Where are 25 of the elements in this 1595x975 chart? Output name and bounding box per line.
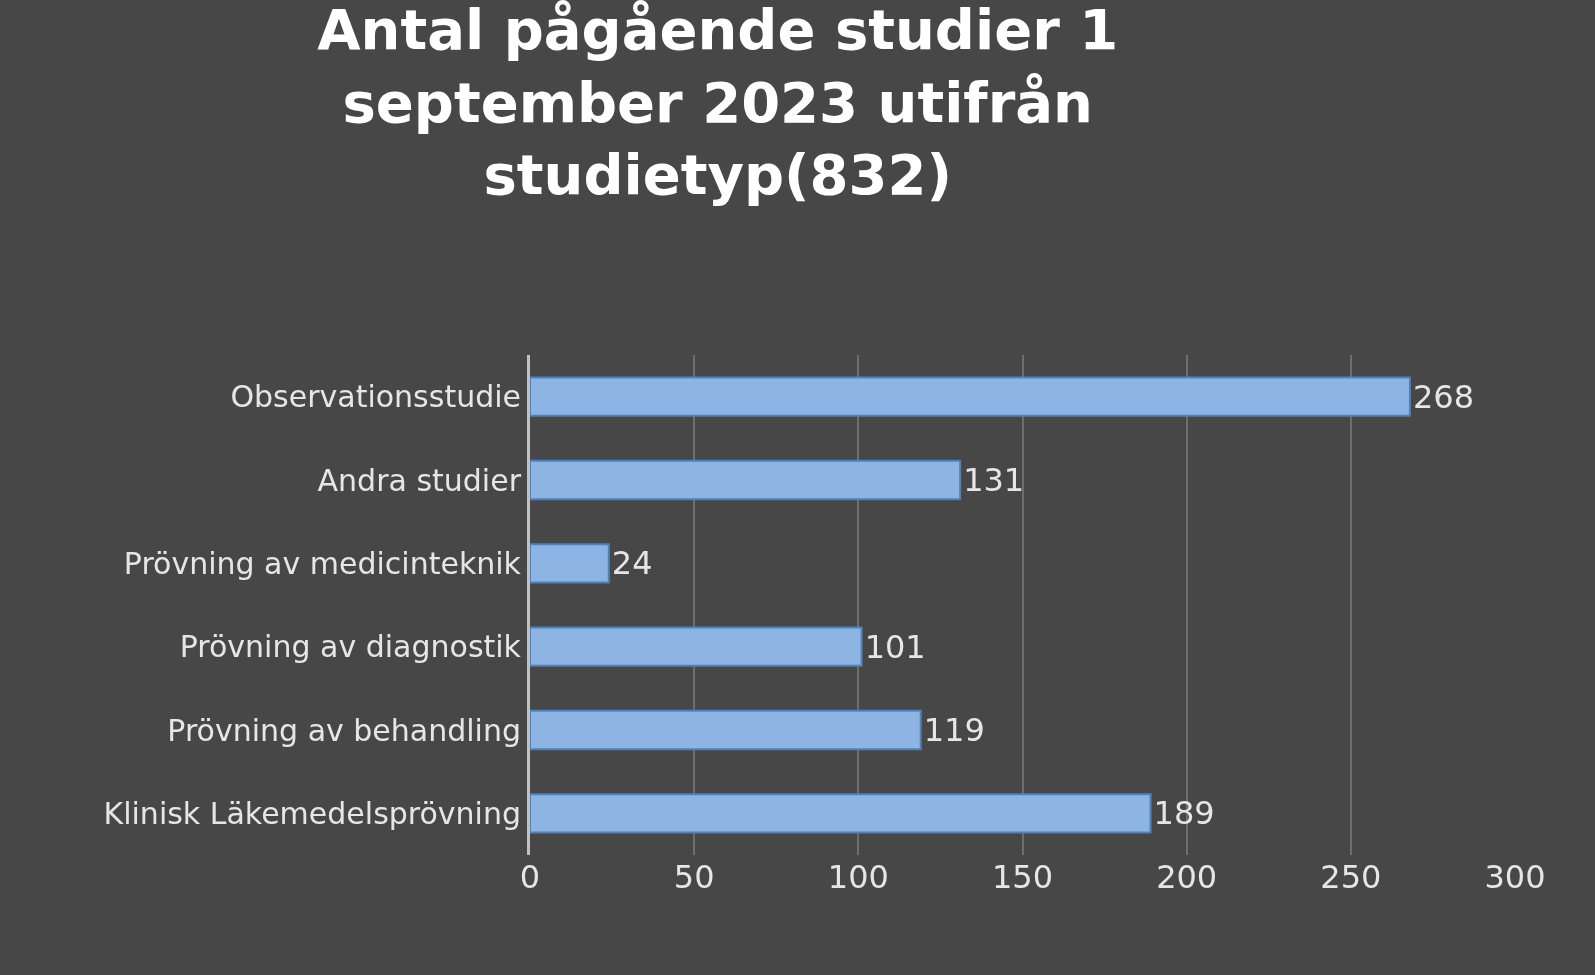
bar [530, 793, 1152, 834]
x-tick-label: 50 [673, 858, 715, 896]
x-tick-label: 150 [991, 858, 1054, 896]
x-tick-label: 200 [1156, 858, 1218, 896]
data-label: 101 [864, 627, 926, 666]
data-label: 119 [923, 711, 985, 749]
data-label: 131 [963, 461, 1025, 499]
x-tick-label: 100 [827, 858, 889, 896]
bar [530, 376, 1411, 417]
bar [530, 626, 863, 667]
y-tick-label: Andra studier [317, 462, 522, 498]
bar [530, 543, 610, 584]
x-tick-label: 250 [1320, 858, 1382, 896]
x-tick-label: 0 [519, 858, 541, 896]
data-label: 189 [1153, 794, 1215, 833]
y-tick-label: Prövning av medicinteknik [123, 545, 522, 581]
bar [530, 709, 922, 751]
data-label: 24 [611, 544, 653, 583]
data-label: 268 [1412, 377, 1475, 416]
x-tick-label: 300 [1484, 858, 1546, 896]
y-tick-label: Prövning av diagnostik [179, 629, 522, 665]
bar [530, 459, 962, 501]
y-tick-label: Klinisk Läkemedelsprövning [103, 795, 521, 831]
y-tick-label: Prövning av behandling [167, 712, 521, 748]
y-tick-label: Observationsstudie [230, 379, 521, 415]
